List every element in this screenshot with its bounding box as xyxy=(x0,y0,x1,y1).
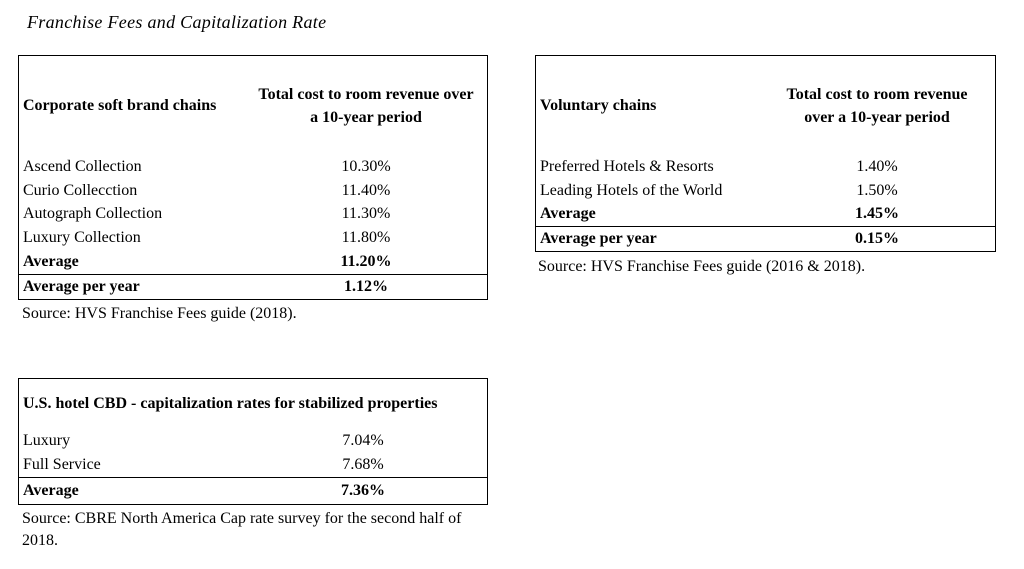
table-header-row: U.S. hotel CBD - capitalization rates fo… xyxy=(23,395,438,412)
column-header-total-cost: Total cost to room revenue over a 10-yea… xyxy=(258,85,474,126)
row-label: Average xyxy=(23,253,79,271)
row-value: 10.30% xyxy=(341,157,391,175)
table-row: Curio Collecction 11.40% xyxy=(19,179,487,203)
row-value: 7.04% xyxy=(342,432,384,449)
row-label: Average per year xyxy=(540,230,657,248)
row-value: 1.40% xyxy=(856,157,898,175)
table-row: Ascend Collection 10.30% xyxy=(19,155,487,179)
table-voluntary-chains: Voluntary chains Total cost to room reve… xyxy=(535,55,996,253)
row-label: Luxury xyxy=(23,432,71,449)
row-label: Average per year xyxy=(23,277,140,295)
source-note-corporate: Source: HVS Franchise Fees guide (2018). xyxy=(22,305,297,322)
row-value: 7.68% xyxy=(342,456,384,473)
table-row: Leading Hotels of the World 1.50% xyxy=(536,179,995,203)
table-header-row: Voluntary chains Total cost to room reve… xyxy=(536,56,995,155)
row-value: 1.45% xyxy=(855,205,899,223)
table-row: Luxury Collection 11.80% xyxy=(19,226,487,250)
row-label: Preferred Hotels & Resorts xyxy=(540,157,714,175)
table-row-average-per-year: Average per year 1.12% xyxy=(19,273,487,299)
table-row: Full Service 7.68% xyxy=(19,453,487,477)
row-value: 11.40% xyxy=(341,181,391,199)
row-label: Luxury Collection xyxy=(23,229,141,247)
table-row-average: Average 7.36% xyxy=(19,477,487,504)
row-value: 7.36% xyxy=(341,482,385,499)
table-row: Preferred Hotels & Resorts 1.40% xyxy=(536,155,995,179)
table-row: Autograph Collection 11.30% xyxy=(19,203,487,227)
table-row-average: Average 11.20% xyxy=(19,250,487,274)
row-label: Average xyxy=(23,482,79,499)
row-value: 1.12% xyxy=(344,277,388,295)
row-value: 11.80% xyxy=(341,229,391,247)
source-note-voluntary: Source: HVS Franchise Fees guide (2016 &… xyxy=(538,258,866,275)
column-header-chains: Voluntary chains xyxy=(540,96,657,114)
table-header-row: Corporate soft brand chains Total cost t… xyxy=(19,56,487,155)
row-value: 11.30% xyxy=(341,205,391,223)
row-label: Curio Collecction xyxy=(23,181,138,199)
table-row-average-per-year: Average per year 0.15% xyxy=(536,226,995,251)
table-corporate-soft-brand-chains: Corporate soft brand chains Total cost t… xyxy=(18,55,488,300)
row-label: Leading Hotels of the World xyxy=(540,181,723,199)
row-value: 11.20% xyxy=(340,253,392,271)
row-label: Autograph Collection xyxy=(23,205,163,223)
table-row: Luxury 7.04% xyxy=(19,429,487,453)
row-label: Average xyxy=(540,205,596,223)
row-value: 0.15% xyxy=(855,230,899,248)
source-note-caprates: Source: CBRE North America Cap rate surv… xyxy=(22,510,462,549)
table-row-average: Average 1.45% xyxy=(536,203,995,227)
column-header-total-cost: Total cost to room revenue over a 10-yea… xyxy=(786,85,968,126)
row-value: 1.50% xyxy=(856,181,898,199)
row-label: Ascend Collection xyxy=(23,157,142,175)
page-title: Franchise Fees and Capitalization Rate xyxy=(27,12,327,32)
table-us-hotel-cbd-cap-rates: U.S. hotel CBD - capitalization rates fo… xyxy=(18,378,488,505)
row-label: Full Service xyxy=(23,456,101,473)
column-header-chains: Corporate soft brand chains xyxy=(23,96,217,114)
